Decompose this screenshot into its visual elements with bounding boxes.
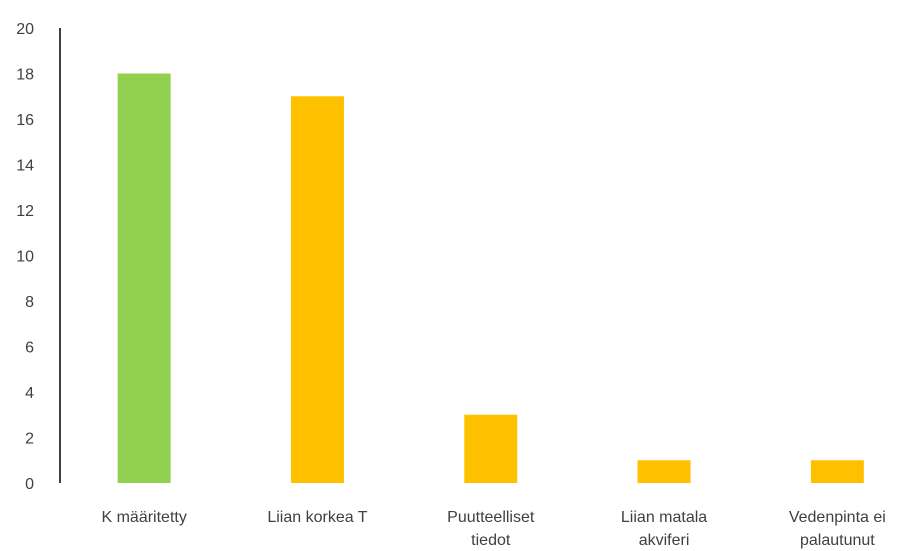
y-tick-label: 14 xyxy=(16,158,34,175)
y-tick-label: 8 xyxy=(25,294,34,311)
x-tick-label: Vedenpinta ei palautunut xyxy=(789,509,886,549)
bar xyxy=(464,414,518,483)
x-tick-label: K määritetty xyxy=(101,509,186,526)
y-tick-label: 10 xyxy=(16,249,34,266)
bar xyxy=(117,73,171,483)
x-tick-label: Puutteelliset tiedot xyxy=(447,509,535,549)
x-tick-label: Liian matala akviferi xyxy=(621,509,707,549)
x-tick-label: Liian korkea T xyxy=(267,509,367,526)
y-tick-label: 0 xyxy=(25,476,34,493)
bar xyxy=(810,460,864,483)
y-tick-label: 2 xyxy=(25,431,34,448)
y-tick-label: 12 xyxy=(16,203,34,220)
y-tick-label: 4 xyxy=(25,385,34,402)
y-tick-label: 16 xyxy=(16,112,34,129)
y-tick-label: 20 xyxy=(16,21,34,38)
bar xyxy=(637,460,691,483)
y-tick-label: 6 xyxy=(25,340,34,357)
y-tick-label: 18 xyxy=(16,67,34,84)
bar xyxy=(290,96,344,483)
